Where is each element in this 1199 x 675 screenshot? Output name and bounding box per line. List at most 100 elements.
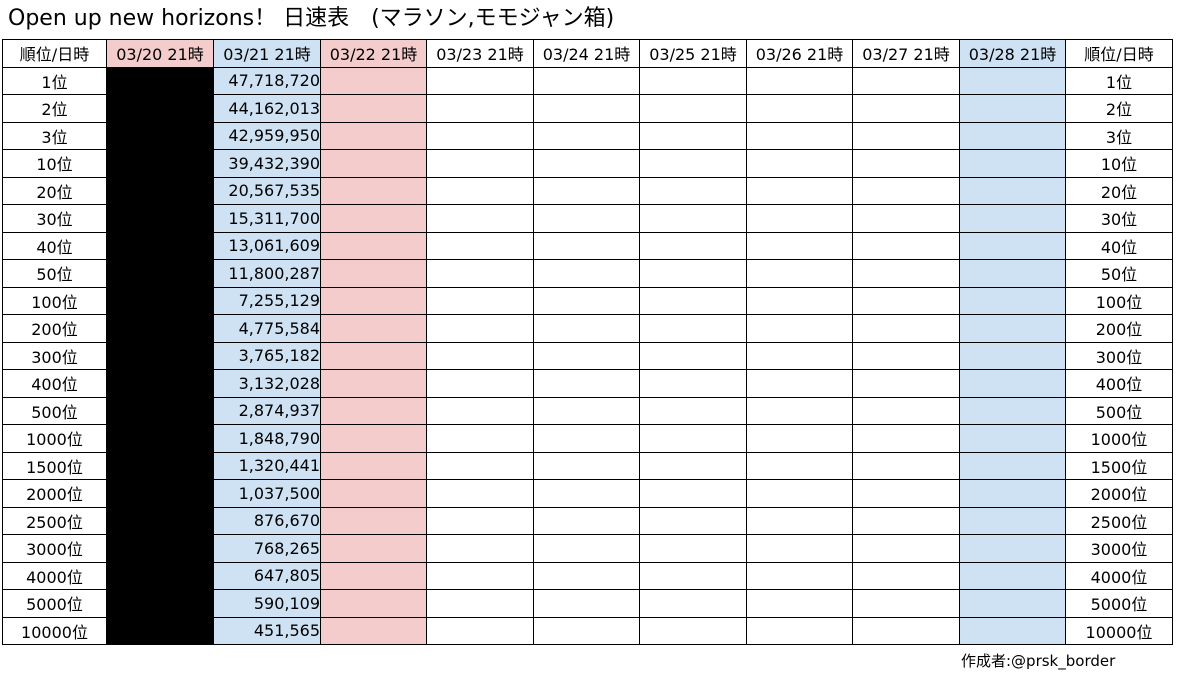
table-body: 1位 47,718,720 1位 2位 44,162,013 2位 3位 42,959,950… (2, 66, 1173, 645)
empty-cell (959, 204, 1066, 233)
empty-cell (639, 451, 747, 480)
empty-cell (959, 506, 1066, 535)
empty-cell (320, 616, 427, 645)
empty-cell (959, 176, 1066, 205)
score-cell: 44,162,013 (213, 94, 321, 123)
date-header: 03/25 21時 (639, 39, 747, 68)
table-row: 3位 42,959,950 3位 (2, 121, 1173, 150)
table-row: 10位 39,432,390 10位 (2, 149, 1173, 178)
empty-cell (533, 424, 640, 453)
date-header: 03/26 21時 (746, 39, 853, 68)
empty-cell (852, 314, 960, 343)
empty-cell (320, 204, 427, 233)
empty-cell (959, 314, 1066, 343)
rank-label-right: 2000位 (1065, 479, 1173, 508)
hidden-cell (106, 616, 214, 645)
hidden-cell (106, 451, 214, 480)
rank-header-left: 順位/日時 (2, 39, 107, 68)
empty-cell (959, 561, 1066, 590)
date-header: 03/21 21時 (213, 39, 321, 68)
empty-cell (533, 66, 640, 95)
rank-label-right: 1500位 (1065, 451, 1173, 480)
empty-cell (426, 176, 534, 205)
table-row: 4000位 647,805 4000位 (2, 561, 1173, 590)
empty-cell (426, 506, 534, 535)
empty-cell (852, 94, 960, 123)
daily-border-table: 順位/日時 03/20 21時 03/21 21時 03/22 21時 03/2… (2, 39, 1173, 645)
empty-cell (852, 396, 960, 425)
empty-cell (320, 424, 427, 453)
empty-cell (639, 561, 747, 590)
empty-cell (639, 94, 747, 123)
rank-label-right: 2位 (1065, 94, 1173, 123)
empty-cell (426, 479, 534, 508)
empty-cell (639, 369, 747, 398)
rank-label-right: 10000位 (1065, 616, 1173, 645)
empty-cell (852, 534, 960, 563)
empty-cell (639, 396, 747, 425)
empty-cell (959, 479, 1066, 508)
empty-cell (852, 506, 960, 535)
empty-cell (426, 451, 534, 480)
table-row: 2000位 1,037,500 2000位 (2, 479, 1173, 508)
empty-cell (852, 149, 960, 178)
empty-cell (746, 121, 853, 150)
table-row: 5000位 590,109 5000位 (2, 589, 1173, 618)
empty-cell (746, 94, 853, 123)
empty-cell (426, 341, 534, 370)
empty-cell (639, 204, 747, 233)
page-title: Open up new horizons！ 日速表 (マラソン,モモジャン箱) (8, 6, 615, 31)
empty-cell (852, 286, 960, 315)
rank-label-left: 1500位 (2, 451, 107, 480)
empty-cell (426, 589, 534, 618)
empty-cell (320, 231, 427, 260)
table-row: 1000位 1,848,790 1000位 (2, 424, 1173, 453)
empty-cell (533, 314, 640, 343)
empty-cell (746, 424, 853, 453)
hidden-cell (106, 506, 214, 535)
date-header: 03/22 21時 (320, 39, 427, 68)
empty-cell (533, 534, 640, 563)
rank-label-left: 2000位 (2, 479, 107, 508)
empty-cell (852, 451, 960, 480)
rank-label-left: 30位 (2, 204, 107, 233)
empty-cell (426, 259, 534, 288)
score-cell: 47,718,720 (213, 66, 321, 95)
empty-cell (533, 506, 640, 535)
empty-cell (639, 66, 747, 95)
empty-cell (426, 534, 534, 563)
date-header: 03/27 21時 (852, 39, 960, 68)
hidden-cell (106, 396, 214, 425)
empty-cell (852, 204, 960, 233)
empty-cell (320, 369, 427, 398)
empty-cell (426, 396, 534, 425)
rank-label-left: 2500位 (2, 506, 107, 535)
score-cell: 13,061,609 (213, 231, 321, 260)
empty-cell (426, 121, 534, 150)
empty-cell (426, 369, 534, 398)
rank-label-right: 100位 (1065, 286, 1173, 315)
empty-cell (320, 149, 427, 178)
empty-cell (852, 616, 960, 645)
score-cell: 3,132,028 (213, 369, 321, 398)
date-header: 03/20 21時 (106, 39, 214, 68)
rank-label-right: 40位 (1065, 231, 1173, 260)
rank-label-left: 5000位 (2, 589, 107, 618)
empty-cell (639, 424, 747, 453)
score-cell: 2,874,937 (213, 396, 321, 425)
score-cell: 1,848,790 (213, 424, 321, 453)
rank-label-right: 400位 (1065, 369, 1173, 398)
rank-label-right: 10位 (1065, 149, 1173, 178)
empty-cell (320, 396, 427, 425)
empty-cell (639, 176, 747, 205)
hidden-cell (106, 204, 214, 233)
empty-cell (533, 616, 640, 645)
empty-cell (959, 396, 1066, 425)
table-row: 1位 47,718,720 1位 (2, 66, 1173, 95)
empty-cell (959, 121, 1066, 150)
rank-label-right: 300位 (1065, 341, 1173, 370)
rank-label-right: 2500位 (1065, 506, 1173, 535)
score-cell: 4,775,584 (213, 314, 321, 343)
empty-cell (639, 314, 747, 343)
score-cell: 7,255,129 (213, 286, 321, 315)
